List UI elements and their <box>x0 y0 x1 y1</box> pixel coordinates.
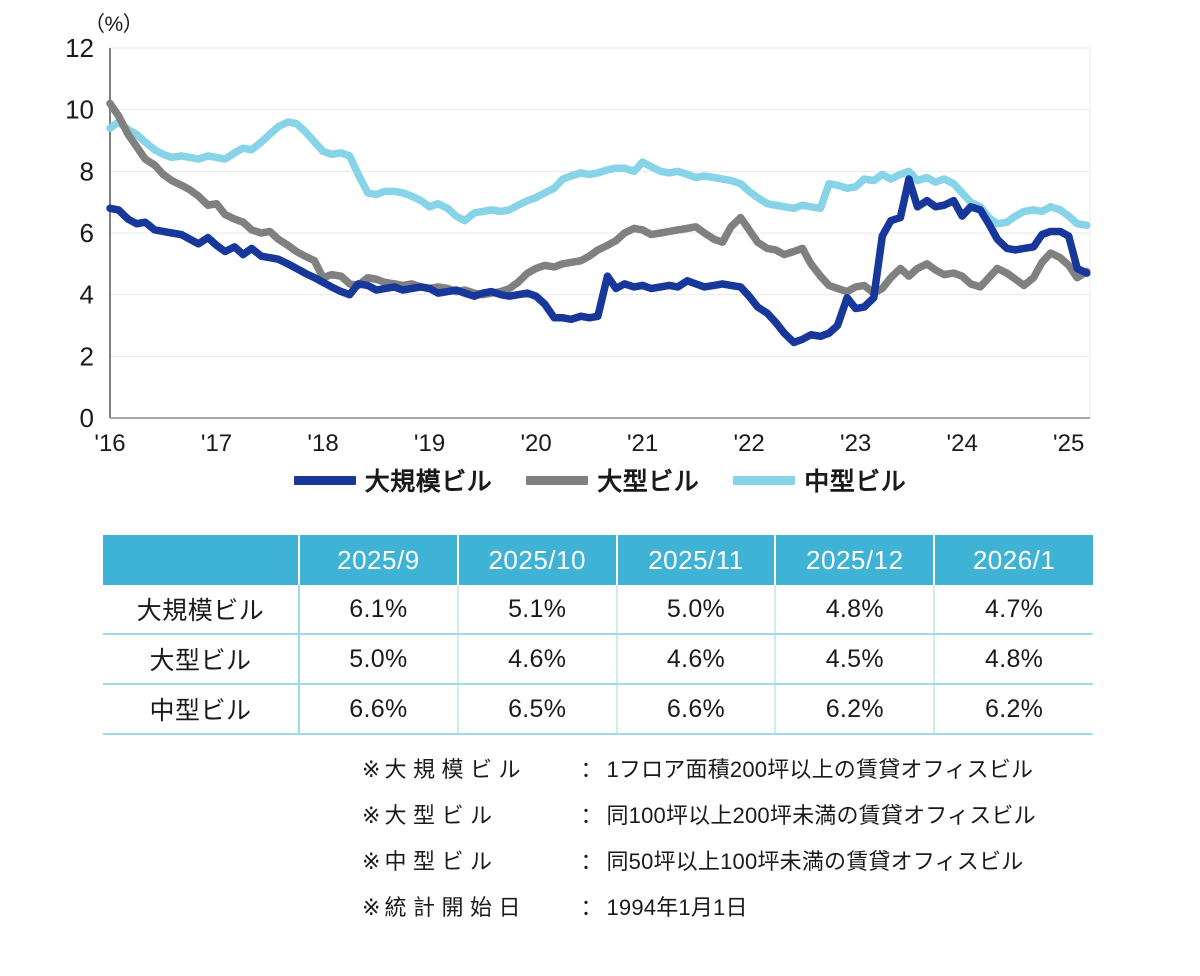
footnote-term: 大 型 ビ ル <box>384 803 493 828</box>
table-cell-r1-c3: 4.5% <box>775 634 936 685</box>
y-tick-label-10: 10 <box>65 95 94 125</box>
footnote-marker-icon: ※ <box>362 895 381 920</box>
legend-swatch-icon <box>293 475 356 485</box>
legend-item-2[interactable]: 中型ビル <box>733 462 906 498</box>
table-col-header-3: 2025/12 <box>775 535 936 585</box>
x-tick-label-25: '25 <box>1053 430 1084 457</box>
chart-container: （%） 0 2 4 6 8 10 12 '16 '17 '18 '19 '20 '21 '22 '23 '24… <box>65 13 1091 457</box>
table-row-label-1: 大型ビル <box>103 634 300 685</box>
x-tick-label-21: '21 <box>627 430 658 457</box>
legend-item-1[interactable]: 大型ビル <box>526 462 699 498</box>
footnote-1: ※ 大 型 ビ ル ：同100坪以上200坪未満の賃貸オフィスビル <box>362 798 1122 844</box>
y-tick-label-12: 12 <box>65 33 94 63</box>
table-head: 2025/9 2025/10 2025/11 2025/12 2026/1 <box>103 535 1093 585</box>
x-tick-label-22: '22 <box>733 430 764 457</box>
footnote-list: ※ 大 規 模 ビ ル： 1フロア面積200坪以上の賃貸オフィスビル ※ 大 型 ビ ル… <box>362 752 1122 936</box>
footnote-colon: ： <box>580 849 603 874</box>
footnote-0: ※ 大 規 模 ビ ル ： 1フロア面積200坪以上の賃貸オフィスビル <box>362 752 1122 798</box>
y-tick-label-6: 6 <box>80 218 94 248</box>
footnote-description: 1994年1月1日 <box>606 895 748 920</box>
table-cell-r0-c0: 6.1% <box>299 585 459 635</box>
footnote-colon: ： <box>580 757 603 782</box>
x-tick-label-18: '18 <box>307 430 338 457</box>
footnote-colon: ： <box>580 803 603 828</box>
x-tick-label-24: '24 <box>947 430 978 457</box>
table-cell-r0-c1: 5.1% <box>457 585 618 635</box>
table-cell-r1-c1: 4.6% <box>457 634 618 685</box>
table-row-label-2: 中型ビル <box>103 684 300 735</box>
table-cell-r2-c1: 6.5% <box>457 684 618 735</box>
table-cell-r2-c4: 6.2% <box>934 684 1093 735</box>
table-cell-r2-c3: 6.2% <box>775 684 936 735</box>
y-tick-label-2: 2 <box>80 341 94 371</box>
table-cell-r2-c0: 6.6% <box>299 684 459 735</box>
table-row-label-0: 大規模ビル <box>103 585 300 635</box>
footnote-description: 同50坪以上100坪未満の賃貸オフィスビル <box>606 849 1024 874</box>
footnote-term: 中 型 ビ ル <box>384 849 493 874</box>
table-row: 大型ビル 5.0% 4.6% 4.6% 4.5% 4.8% <box>103 634 1093 685</box>
table-cell-r0-c3: 4.8% <box>775 585 936 635</box>
table-cell-r0-c4: 4.7% <box>934 585 1093 635</box>
table-body: 大規模ビル 6.1% 5.1% 5.0% 4.8% 4.7% 大型ビル 5.0% 4.6% 4.6… <box>103 585 1093 735</box>
series-line-中型ビル <box>106 118 1091 230</box>
footnote-marker-icon: ※ <box>362 849 381 874</box>
series-line-大型ビル <box>106 99 1091 299</box>
legend-label: 大規模ビル <box>364 468 493 496</box>
table-cell-r2-c2: 6.6% <box>616 684 777 735</box>
footnote-colon: ： <box>580 895 603 920</box>
table-row: 大規模ビル 6.1% 5.1% 5.0% 4.8% 4.7% <box>103 585 1093 635</box>
table-col-header-1: 2025/10 <box>457 535 618 585</box>
footnote-description: 同100坪以上200坪未満の賃貸オフィスビル <box>606 803 1036 828</box>
summary-table: 2025/9 2025/10 2025/11 2025/12 2026/1 大規模ビル 6… <box>103 535 1093 735</box>
legend-swatch-icon <box>526 475 589 485</box>
legend-item-0[interactable]: 大規模ビル <box>293 462 493 498</box>
x-tick-label-20: '20 <box>520 430 551 457</box>
line-chart: 0 2 4 6 8 10 12 '16 '17 '18 '19 '20 '21 '22 '23 '24 '25 <box>65 33 1091 457</box>
y-axis-unit-label: （%） <box>84 13 144 36</box>
series-line-大規模ビル <box>106 175 1091 347</box>
y-tick-label-0: 0 <box>80 403 94 433</box>
x-tick-label-16: '16 <box>94 430 125 457</box>
table-cell-r0-c2: 5.0% <box>616 585 777 635</box>
y-tick-label-4: 4 <box>80 280 94 310</box>
table-col-header-0: 2025/9 <box>299 535 459 585</box>
footnote-2: ※ 中 型 ビ ル ：同50坪以上100坪未満の賃貸オフィスビル <box>362 844 1122 890</box>
footnote-term: 大 規 模 ビ ル <box>384 757 521 782</box>
x-tick-label-19: '19 <box>414 430 445 457</box>
table-header-row: 2025/9 2025/10 2025/11 2025/12 2026/1 <box>103 535 1093 585</box>
chart-legend: 大規模ビル 大型ビル 中型ビル <box>0 462 1200 498</box>
footnote-3: ※ 統 計 開 始 日 ： 1994年1月1日 <box>362 890 1122 936</box>
table-corner-cell <box>103 535 300 585</box>
summary-table-container: 2025/9 2025/10 2025/11 2025/12 2026/1 大規模ビル 6… <box>103 535 1093 735</box>
footnote-marker-icon: ※ <box>362 803 381 828</box>
table-cell-r1-c4: 4.8% <box>934 634 1093 685</box>
legend-swatch-icon <box>733 475 796 485</box>
footnote-marker-icon: ※ <box>362 757 381 782</box>
table-col-header-4: 2026/1 <box>934 535 1093 585</box>
x-tick-label-17: '17 <box>201 430 232 457</box>
table-row: 中型ビル 6.6% 6.5% 6.6% 6.2% 6.2% <box>103 684 1093 735</box>
legend-label: 大型ビル <box>597 468 700 496</box>
table-cell-r1-c2: 4.6% <box>616 634 777 685</box>
y-tick-label-8: 8 <box>80 156 94 186</box>
footnote-term: 統 計 開 始 日 <box>384 895 521 920</box>
table-col-header-2: 2025/11 <box>616 535 777 585</box>
legend-label: 中型ビル <box>804 468 907 496</box>
x-tick-label-23: '23 <box>840 430 871 457</box>
table-cell-r1-c0: 5.0% <box>299 634 459 685</box>
footnote-description: 1フロア面積200坪以上の賃貸オフィスビル <box>606 757 1034 782</box>
